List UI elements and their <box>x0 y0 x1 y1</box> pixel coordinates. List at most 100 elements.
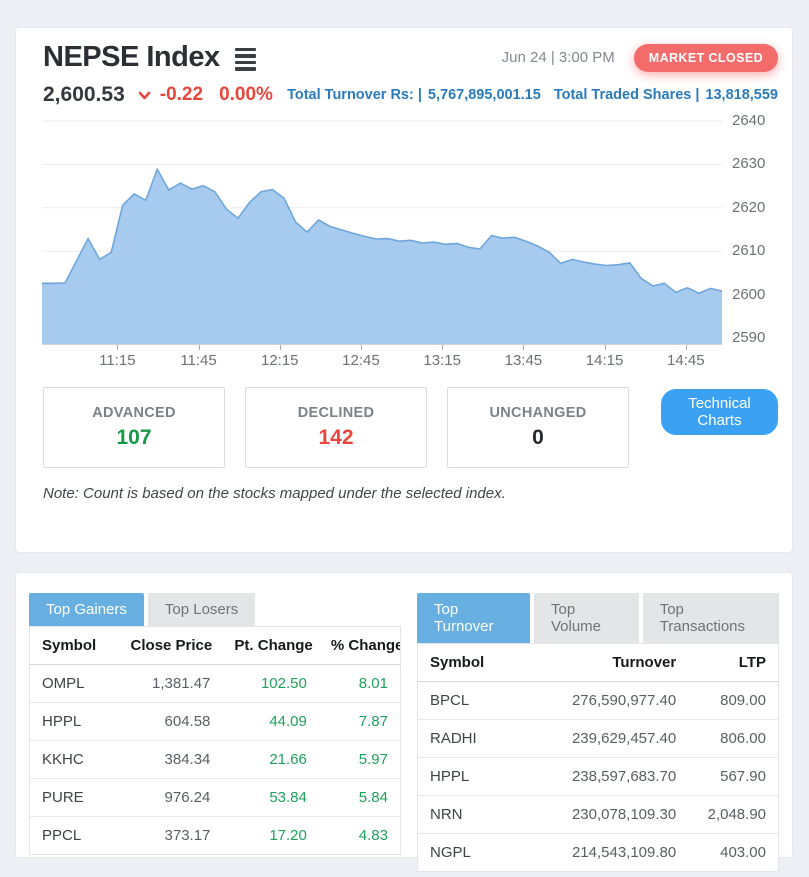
table-row-kkhc[interactable]: KKHC 384.34 21.66 5.97 <box>29 740 401 779</box>
cell-pt-change: 17.20 <box>269 827 307 844</box>
area-fill <box>42 169 722 344</box>
declined-value: 142 <box>318 426 354 449</box>
tab-top-turnover[interactable]: Top Turnover <box>417 593 530 643</box>
column-header-turnover: Turnover <box>511 643 689 682</box>
percent-change: 0.00% <box>219 84 273 105</box>
x-axis-label: 13:45 <box>504 352 543 369</box>
market-status-badge: MARKET CLOSED <box>633 43 778 72</box>
cell-turnover: 214,543,109.80 <box>571 844 677 861</box>
x-axis-label: 13:15 <box>423 352 461 369</box>
chart-x-axis: 11:15 11:45 12:15 12:45 13:15 13:45 14:15 14:45 <box>42 344 722 372</box>
table-row-ngpl[interactable]: NGPL 214,543,109.80 403.00 <box>418 834 779 872</box>
index-menu-icon[interactable] <box>234 45 256 71</box>
cell-symbol: PPCL <box>42 827 82 844</box>
cell-change: 5.84 <box>318 778 401 817</box>
turnover-panel: Top Turnover Top Volume Top Transactions S… <box>417 593 780 872</box>
total-shares-label: Total Traded Shares | <box>553 87 700 103</box>
table-row-radhi[interactable]: RADHI 239,629,457.40 806.00 <box>417 719 779 758</box>
y-axis-label: 2590 <box>732 329 766 346</box>
index-chart: 11:15 11:45 12:15 12:45 13:15 13:45 14:15 14:45… <box>30 112 778 372</box>
cell-pt-change: 102.50 <box>222 664 319 703</box>
table-row-bpcl[interactable]: BPCL 276,590,977.40 809.00 <box>417 681 779 720</box>
cell-symbol: HPPL <box>417 757 512 796</box>
table-row-pure[interactable]: PURE 976.24 53.84 5.84 <box>29 778 401 817</box>
cell-ltp: 809.00 <box>688 681 779 720</box>
technical-charts-button[interactable]: Technical Charts <box>661 389 778 435</box>
cell-close-price: 373.17 <box>164 827 211 844</box>
card-header: NEPSE Index Jun 24 | 3:00 PM MARKET CLOS… <box>30 41 778 74</box>
chevron-down-icon <box>138 90 151 101</box>
cell-symbol: BPCL <box>417 681 512 720</box>
cell-close-price: 604.58 <box>118 702 223 741</box>
y-axis-label: 2630 <box>732 155 766 173</box>
x-axis-tick <box>198 345 200 350</box>
unchanged-label: UNCHANGED <box>489 405 587 421</box>
point-change: -0.22 <box>159 84 204 105</box>
cell-change: 5.97 <box>318 740 401 779</box>
table-row-nrn[interactable]: NRN 230,078,109.30 2,048.90 <box>417 795 779 834</box>
table-row-ppcl[interactable]: PPCL 373.17 17.20 4.83 <box>30 817 401 855</box>
tab-top-volume[interactable]: Top Volume <box>533 593 639 643</box>
declined-box: DECLINED 142 <box>245 387 427 468</box>
table-row-ompl[interactable]: OMPL 1,381.47 102.50 8.01 <box>29 664 401 703</box>
total-shares-value: 13,818,559 <box>705 87 778 103</box>
x-axis-tick <box>360 345 362 350</box>
total-turnover-value: 5,767,895,001.15 <box>427 87 541 103</box>
tab-top-losers[interactable]: Top Losers <box>147 593 256 626</box>
page-title: NEPSE Index <box>43 41 220 73</box>
cell-change: 7.87 <box>318 702 401 741</box>
x-axis-tick <box>279 345 281 350</box>
stock-table: Symbol Turnover LTP BPCL 276,590,977.40 809.0… <box>417 643 779 872</box>
index-card: NEPSE Index Jun 24 | 3:00 PM MARKET CLOS… <box>15 27 793 553</box>
cell-symbol: OMPL <box>29 664 119 703</box>
tables-card: Top Gainers Top Losers Symbol Close Price P… <box>15 572 793 872</box>
x-axis-label: 12:15 <box>260 352 299 369</box>
x-axis-tick <box>604 345 606 350</box>
declined-label: DECLINED <box>297 405 375 421</box>
cell-symbol: RADHI <box>417 719 512 758</box>
index-value-row: 2,600.53 -0.22 0.00% Total Turnover Rs: … <box>30 83 778 107</box>
tab-top-transactions[interactable]: Top Transactions <box>642 593 780 643</box>
advanced-box: ADVANCED 107 <box>43 387 225 468</box>
page: NEPSE Index Jun 24 | 3:00 PM MARKET CLOS… <box>15 27 793 872</box>
y-axis-label: 2610 <box>732 242 766 260</box>
cell-change: 4.83 <box>358 827 388 844</box>
cell-symbol: PURE <box>29 778 119 817</box>
column-header-ltp: LTP <box>688 643 779 682</box>
advanced-value: 107 <box>116 426 152 449</box>
x-axis-tick <box>442 345 444 350</box>
cell-symbol: KKHC <box>29 740 119 779</box>
x-axis-label: 14:45 <box>667 352 705 369</box>
y-axis-label: 2640 <box>732 112 766 129</box>
turnover-tabs: Top Turnover Top Volume Top Transactions <box>417 593 780 643</box>
cell-ltp: 567.90 <box>688 757 779 796</box>
cell-close-price: 384.34 <box>118 740 223 779</box>
index-area-chart[interactable] <box>42 113 722 344</box>
x-axis-tick <box>523 345 525 350</box>
column-header-symbol: Symbol <box>29 626 119 665</box>
cell-ltp: 806.00 <box>688 719 779 758</box>
tab-top-gainers[interactable]: Top Gainers <box>29 593 144 626</box>
cell-ltp: 2,048.90 <box>688 795 779 834</box>
table-row-hppl[interactable]: HPPL 604.58 44.09 7.87 <box>29 702 401 741</box>
turnover-table-wrap: Symbol Turnover LTP BPCL 276,590,977.40 809.0… <box>417 643 779 872</box>
table-row-hppl[interactable]: HPPL 238,597,683.70 567.90 <box>417 757 779 796</box>
column-header-symbol: Symbol <box>417 643 512 682</box>
gainers-losers-panel: Top Gainers Top Losers Symbol Close Price P… <box>29 593 401 857</box>
column-header-change: % Change <box>318 626 401 665</box>
y-axis-label: 2620 <box>732 198 766 216</box>
gainers-table-wrap: Symbol Close Price Pt. Change% Change OMPL 1… <box>29 626 401 855</box>
y-axis-label: 2600 <box>732 285 766 303</box>
market-datetime: Jun 24 | 3:00 PM <box>501 49 615 66</box>
x-axis-label: 11:45 <box>180 352 217 369</box>
cell-pt-change: 21.66 <box>222 740 319 779</box>
cell-symbol: NRN <box>417 795 512 834</box>
cell-turnover: 239,629,457.40 <box>511 719 689 758</box>
index-note: Note: Count is based on the stocks mappe… <box>43 485 506 502</box>
unchanged-box: UNCHANGED 0 <box>447 387 629 468</box>
market-totals: Total Turnover Rs: | 5,767,895,001.15 To… <box>287 87 778 103</box>
x-axis-label: 11:15 <box>99 352 136 369</box>
stock-table: Symbol Close Price Pt. Change% Change OMPL 1… <box>29 626 401 855</box>
unchanged-value: 0 <box>532 426 544 449</box>
cell-symbol: HPPL <box>29 702 119 741</box>
